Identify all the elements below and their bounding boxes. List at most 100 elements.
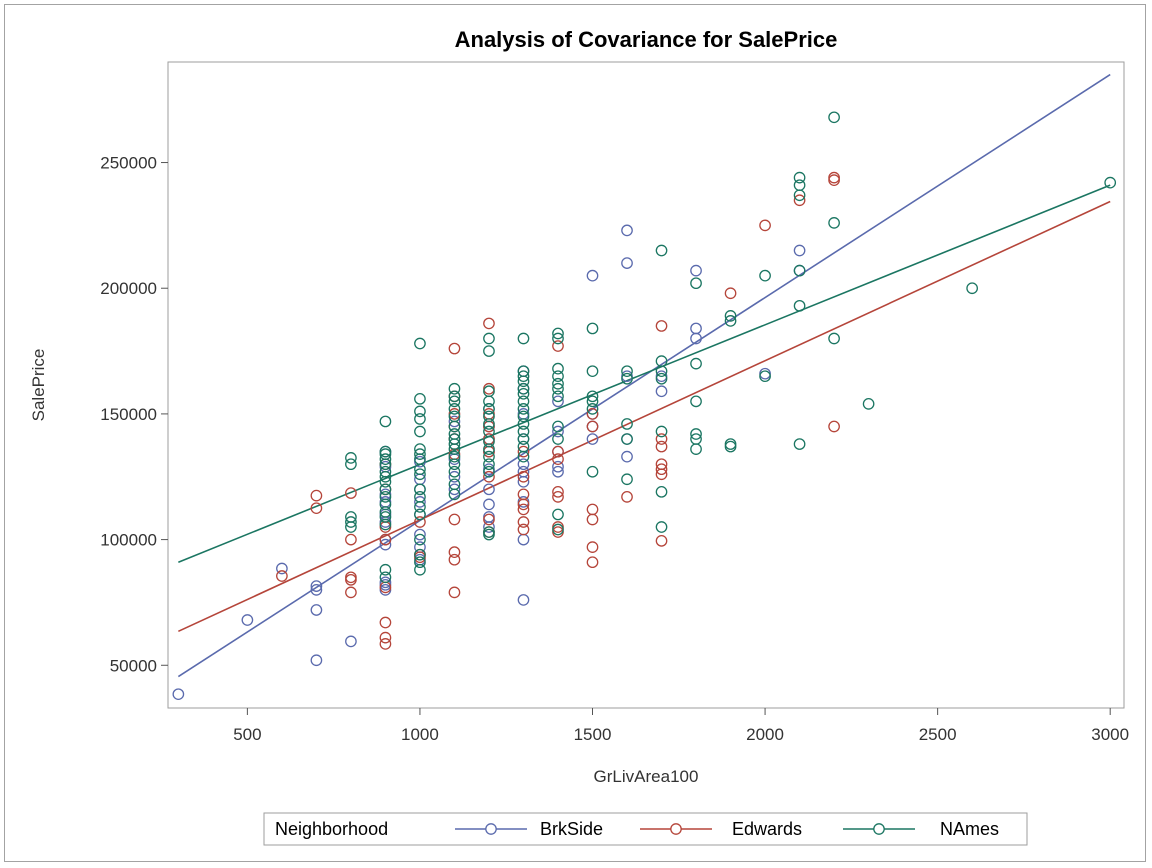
- point-names: [655, 365, 668, 378]
- point-brkside: [517, 594, 530, 606]
- point-names: [552, 420, 564, 433]
- point-edwards: [345, 586, 357, 599]
- point-names: [621, 433, 633, 445]
- legend-swatch-marker: [873, 823, 885, 835]
- point-edwards: [379, 616, 392, 629]
- point-names: [379, 518, 392, 531]
- point-names: [345, 458, 357, 471]
- point-names: [586, 365, 599, 378]
- x-tick-label: 2000: [746, 725, 784, 744]
- point-edwards: [483, 513, 495, 526]
- point-brkside: [517, 475, 530, 488]
- point-brkside: [483, 521, 495, 533]
- point-names: [345, 452, 357, 464]
- point-names: [552, 382, 564, 395]
- point-edwards: [517, 470, 530, 483]
- point-names: [759, 269, 771, 282]
- point-edwards: [724, 287, 737, 300]
- point-brkside: [448, 483, 461, 496]
- x-tick-label: 2500: [919, 725, 957, 744]
- point-names: [448, 403, 461, 415]
- y-axis: 50000 100000 150000 200000 250000: [100, 154, 168, 675]
- point-edwards: [483, 317, 495, 330]
- point-names: [448, 438, 461, 450]
- point-names: [552, 362, 564, 375]
- point-brkside: [345, 635, 357, 648]
- point-names: [517, 403, 530, 415]
- point-names: [379, 453, 392, 466]
- point-names: [690, 357, 702, 370]
- point-names: [379, 498, 392, 511]
- point-edwards: [759, 219, 771, 232]
- point-names: [448, 465, 461, 478]
- legend-label-edwards: Edwards: [732, 819, 802, 839]
- point-names: [414, 563, 426, 576]
- point-names: [517, 450, 530, 463]
- point-brkside: [621, 224, 633, 237]
- point-edwards: [448, 546, 461, 559]
- point-names: [586, 403, 599, 415]
- x-tick-label: 1000: [401, 725, 439, 744]
- point-names: [483, 465, 495, 478]
- point-names: [414, 413, 426, 425]
- point-names: [793, 171, 806, 184]
- legend-label-brkside: BrkSide: [540, 819, 603, 839]
- point-brkside: [690, 264, 702, 277]
- point-names: [586, 322, 599, 335]
- point-names: [517, 387, 530, 400]
- point-names: [655, 485, 668, 498]
- point-edwards: [552, 491, 564, 503]
- point-names: [724, 315, 737, 327]
- point-names: [793, 189, 806, 202]
- point-brkside: [448, 415, 461, 428]
- point-edwards: [483, 470, 495, 483]
- point-edwards: [345, 573, 357, 586]
- point-edwards: [379, 638, 392, 650]
- point-names: [448, 488, 461, 501]
- point-edwards: [517, 498, 530, 511]
- point-edwards: [517, 516, 530, 528]
- point-names: [517, 410, 530, 423]
- point-names: [483, 410, 495, 423]
- scatter-points: [172, 111, 1117, 701]
- point-names: [483, 450, 495, 463]
- point-brkside: [276, 562, 288, 575]
- point-names: [414, 337, 426, 350]
- point-brkside: [414, 528, 426, 541]
- point-edwards: [310, 489, 323, 502]
- legend-label-names: NAmes: [940, 819, 999, 839]
- point-names: [448, 390, 461, 403]
- point-names: [379, 483, 392, 496]
- point-edwards: [655, 440, 668, 453]
- point-names: [414, 533, 426, 546]
- point-names: [552, 377, 564, 390]
- point-edwards: [517, 523, 530, 536]
- point-edwards: [552, 485, 564, 498]
- point-names: [414, 425, 426, 438]
- point-edwards: [586, 556, 599, 569]
- point-edwards: [517, 503, 530, 516]
- chart-title: Analysis of Covariance for SalePrice: [455, 27, 838, 52]
- point-brkside: [621, 257, 633, 269]
- point-edwards: [345, 487, 357, 499]
- point-names: [379, 563, 392, 576]
- point-brkside: [310, 584, 323, 596]
- point-names: [379, 475, 392, 488]
- point-edwards: [552, 340, 564, 352]
- point-edwards: [414, 516, 426, 528]
- point-names: [414, 392, 426, 405]
- point-names: [517, 382, 530, 395]
- point-names: [379, 415, 392, 428]
- point-names: [379, 511, 392, 523]
- fit-line-edwards: [178, 200, 1111, 633]
- point-brkside: [690, 332, 702, 345]
- point-names: [517, 395, 530, 408]
- point-brkside: [552, 465, 564, 478]
- point-names: [414, 548, 426, 561]
- legend-title: Neighborhood: [275, 819, 388, 839]
- x-tick-label: 1500: [574, 725, 612, 744]
- point-names: [379, 506, 392, 518]
- point-names: [793, 299, 806, 312]
- point-names: [552, 332, 564, 345]
- point-edwards: [379, 631, 392, 644]
